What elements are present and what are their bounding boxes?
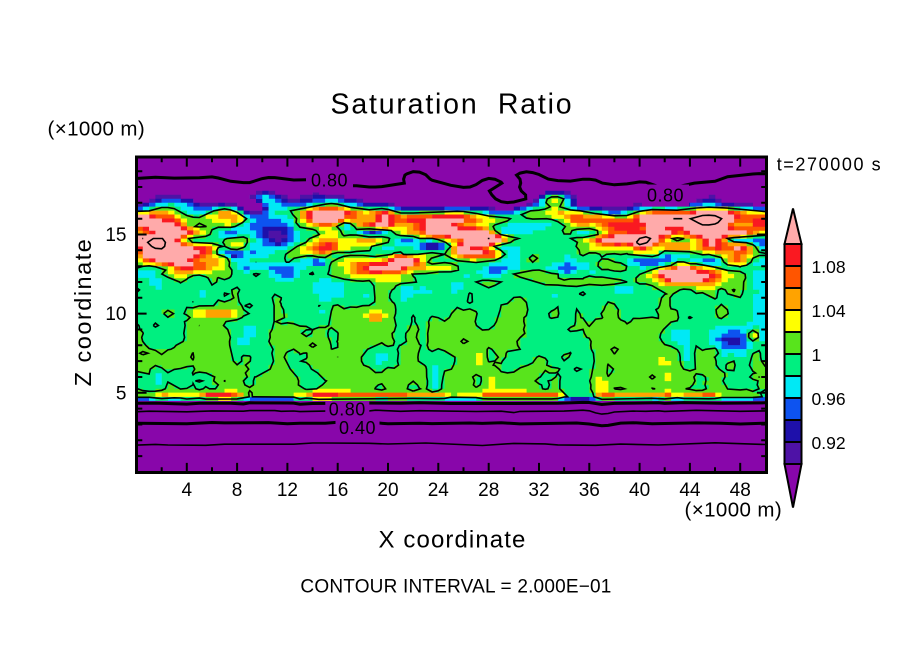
svg-text:15: 15 bbox=[105, 225, 126, 246]
svg-text:10: 10 bbox=[105, 304, 126, 325]
svg-text:0.80: 0.80 bbox=[311, 171, 348, 191]
svg-text:0.80: 0.80 bbox=[329, 400, 366, 420]
svg-text:CONTOUR INTERVAL = 2.000E−01: CONTOUR INTERVAL = 2.000E−01 bbox=[300, 577, 611, 598]
svg-text:(×1000 m): (×1000 m) bbox=[48, 118, 146, 141]
svg-text:Z coordinate: Z coordinate bbox=[70, 238, 96, 387]
svg-text:20: 20 bbox=[377, 480, 398, 501]
svg-text:8: 8 bbox=[232, 480, 243, 501]
svg-text:(×1000 m): (×1000 m) bbox=[685, 499, 783, 522]
svg-text:24: 24 bbox=[428, 480, 450, 501]
svg-text:t=270000 s: t=270000 s bbox=[777, 155, 883, 175]
svg-text:48: 48 bbox=[730, 480, 751, 501]
svg-text:12: 12 bbox=[277, 480, 298, 501]
svg-text:0.80: 0.80 bbox=[647, 186, 684, 206]
svg-text:40: 40 bbox=[629, 480, 650, 501]
svg-text:5: 5 bbox=[116, 384, 127, 405]
svg-text:32: 32 bbox=[528, 480, 549, 501]
svg-text:16: 16 bbox=[327, 480, 348, 501]
svg-text:1.04: 1.04 bbox=[812, 301, 846, 321]
svg-text:28: 28 bbox=[478, 480, 499, 501]
svg-text:0.96: 0.96 bbox=[812, 389, 846, 409]
svg-text:0.92: 0.92 bbox=[812, 433, 846, 453]
svg-text:1: 1 bbox=[812, 345, 822, 365]
svg-text:Saturation Ratio: Saturation Ratio bbox=[331, 89, 574, 121]
svg-text:36: 36 bbox=[579, 480, 600, 501]
svg-text:X coordinate: X coordinate bbox=[379, 526, 527, 553]
svg-text:44: 44 bbox=[679, 480, 701, 501]
svg-text:1.08: 1.08 bbox=[812, 257, 846, 277]
svg-text:4: 4 bbox=[182, 480, 193, 501]
svg-text:0.40: 0.40 bbox=[339, 418, 376, 438]
